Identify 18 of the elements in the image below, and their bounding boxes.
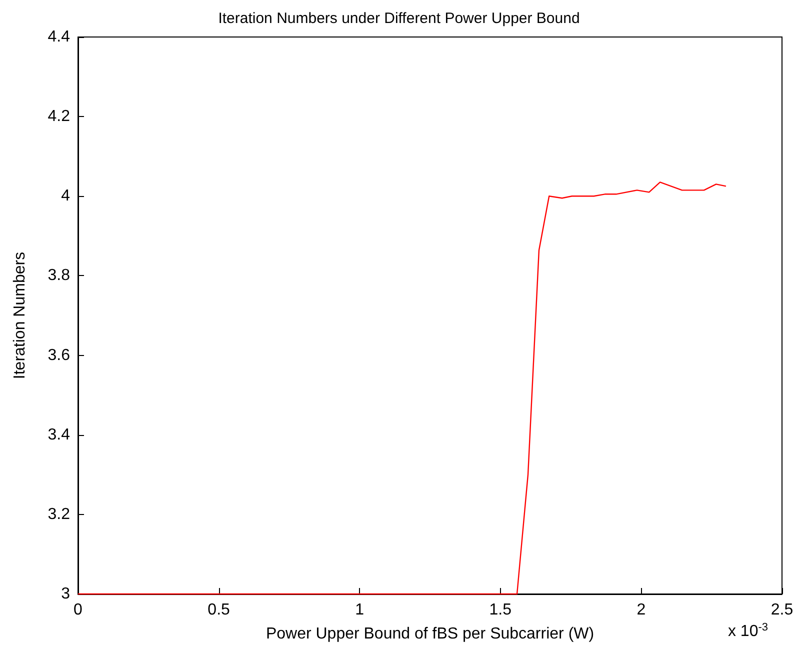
x-tick-label: 1 — [355, 602, 364, 618]
x-tick-label: 0 — [74, 602, 83, 618]
x-axis-title: Power Upper Bound of fBS per Subcarrier (W) — [266, 626, 594, 642]
y-tick-label: 3.4 — [48, 426, 70, 444]
y-tick-label: 4.2 — [48, 108, 70, 126]
y-tick-label: 3 — [61, 586, 70, 602]
x-tick-label: 2.5 — [770, 602, 794, 618]
y-tick-label: 4.4 — [48, 28, 70, 46]
y-tick-label: 3.8 — [48, 267, 70, 284]
chart-title: Iteration Numbers under Different Power Upper Bound — [218, 10, 580, 27]
x-tick-label: 1.5 — [489, 602, 512, 618]
y-tick-label: 3.2 — [48, 506, 70, 523]
line-series — [77, 182, 727, 595]
y-tick-label: 3.6 — [48, 346, 70, 364]
y-tick-label: 4 — [61, 188, 70, 205]
x-tick-label: 0.5 — [208, 602, 230, 618]
x-tick-label: 2 — [636, 602, 646, 618]
y-axis-title: Iteration Numbers — [12, 252, 28, 380]
